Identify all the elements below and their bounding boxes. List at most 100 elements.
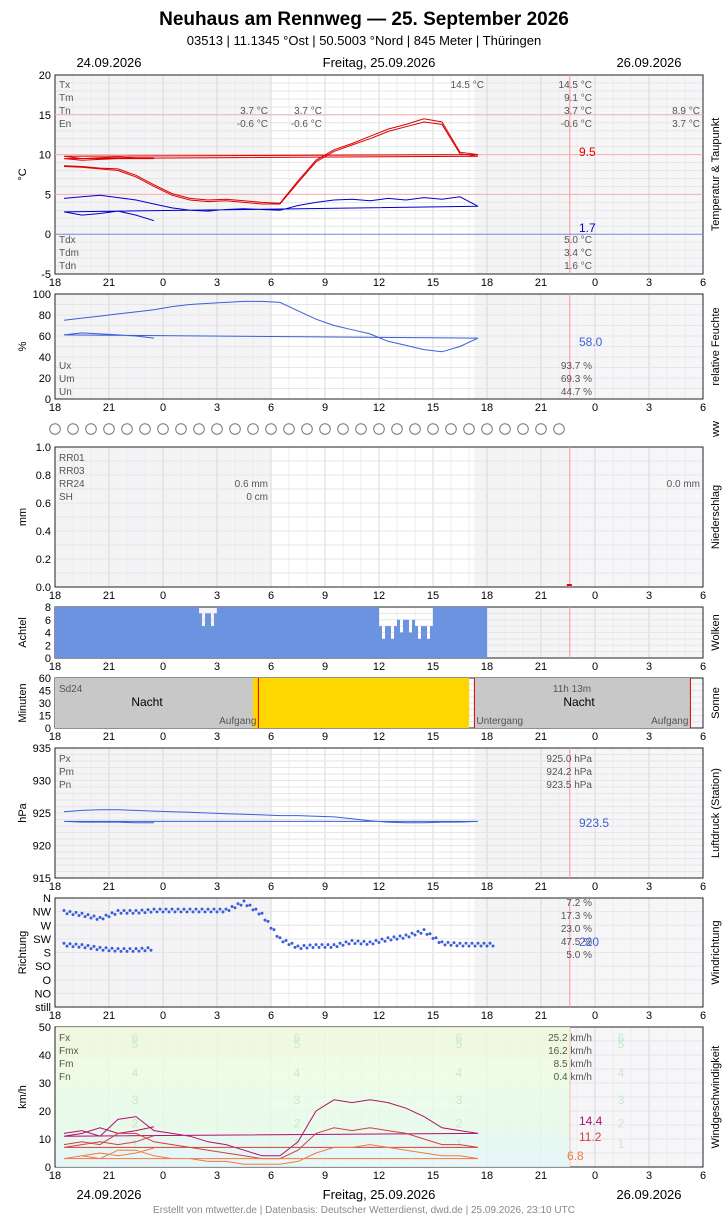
wind-direction-point bbox=[209, 910, 213, 914]
precipitation-xtick-label: 6 bbox=[268, 590, 274, 602]
cloud-bar bbox=[481, 607, 484, 658]
sunshine-xtick-label: 18 bbox=[49, 731, 61, 743]
pressure-ytick-label: 920 bbox=[33, 841, 51, 853]
wind_speed-xtick-label: 3 bbox=[646, 1170, 652, 1182]
cloud-bar bbox=[235, 607, 238, 658]
wind_speed-ytick-label: 30 bbox=[39, 1078, 51, 1090]
clouds-ylabel: Achtel bbox=[17, 617, 29, 648]
temperature-xtick-label: 9 bbox=[322, 277, 328, 289]
wind_direction-xtick-label: 15 bbox=[427, 1010, 439, 1022]
wind-direction-point bbox=[431, 936, 435, 940]
cloud-bar bbox=[184, 607, 187, 658]
clouds-xtick-label: 18 bbox=[49, 661, 61, 673]
temperature-xtick-label: 21 bbox=[103, 277, 115, 289]
wind-direction-point bbox=[113, 949, 117, 953]
humidity-xtick-label: 0 bbox=[160, 402, 166, 414]
cloud-bar bbox=[91, 607, 94, 658]
temperature-xtick-label: 6 bbox=[700, 277, 706, 289]
cloud-bar bbox=[262, 607, 265, 658]
humidity-xtick-label: 3 bbox=[646, 402, 652, 414]
cloud-bar bbox=[208, 613, 211, 658]
wind_speed-xtick-label: 12 bbox=[373, 1170, 385, 1182]
pressure-ytick-label: 930 bbox=[33, 776, 51, 788]
temperature-stat-label: En bbox=[59, 119, 71, 130]
wind-direction-point bbox=[371, 942, 375, 946]
pressure-stat-value: 925.0 hPa bbox=[546, 754, 592, 765]
cloud-bar bbox=[244, 607, 247, 658]
ww-symbol bbox=[283, 423, 295, 435]
ww-symbol bbox=[85, 423, 97, 435]
wind-beaufort-label: 4 bbox=[132, 1066, 139, 1080]
sunshine-ytick-label: 15 bbox=[39, 711, 51, 723]
cloud-bar bbox=[295, 607, 298, 658]
ww-symbol bbox=[553, 423, 565, 435]
wind-direction-point bbox=[134, 947, 138, 951]
precipitation-stat-label: RR24 bbox=[59, 479, 85, 490]
wind-direction-point bbox=[194, 907, 198, 911]
cloud-bar bbox=[361, 607, 364, 658]
cloud-bar bbox=[196, 607, 199, 658]
clouds-xtick-label: 15 bbox=[427, 661, 439, 673]
cloud-bar bbox=[115, 607, 118, 658]
wind-beaufort-label: 5 bbox=[456, 1037, 463, 1051]
wind-direction-point bbox=[380, 937, 384, 941]
wind_direction-xtick-label: 6 bbox=[268, 1010, 274, 1022]
cloud-bar bbox=[229, 607, 232, 658]
humidity-last-value: 58.0 bbox=[579, 335, 603, 349]
wind-direction-stat-value: 7.2 % bbox=[566, 898, 592, 909]
pressure-xtick-label: 21 bbox=[103, 881, 115, 893]
temperature-xtick-label: 0 bbox=[592, 277, 598, 289]
cloud-bar bbox=[133, 607, 136, 658]
pressure-ytick-label: 915 bbox=[33, 873, 51, 885]
cloud-bar bbox=[265, 607, 268, 658]
wind-beaufort-label: 4 bbox=[618, 1066, 625, 1080]
humidity-xtick-label: 6 bbox=[700, 402, 706, 414]
sunshine-sunset-label: Untergang bbox=[476, 716, 523, 727]
wind-direction-point bbox=[89, 916, 93, 920]
cloud-bar bbox=[358, 607, 361, 658]
wind-direction-point bbox=[374, 939, 378, 943]
wind_direction-xtick-label: 21 bbox=[535, 1010, 547, 1022]
wind-series-fm bbox=[63, 1127, 479, 1160]
wind-direction-point bbox=[86, 944, 90, 948]
cloud-bar bbox=[415, 626, 418, 658]
sunshine-ytick-label: 60 bbox=[39, 673, 51, 685]
temperature-xtick-label: 6 bbox=[268, 277, 274, 289]
wind_speed-xtick-label: 18 bbox=[49, 1170, 61, 1182]
cloud-bar bbox=[157, 607, 160, 658]
cloud-bar bbox=[139, 607, 142, 658]
temperature-stat-tn-1: 3.7 °C bbox=[240, 106, 268, 117]
cloud-bar bbox=[172, 607, 175, 658]
temperature-xtick-label: 12 bbox=[373, 277, 385, 289]
cloud-bar bbox=[376, 607, 379, 658]
wind-direction-point bbox=[344, 940, 348, 944]
wind_speed-xtick-label: 15 bbox=[427, 1170, 439, 1182]
clouds-ytick-label: 4 bbox=[45, 628, 51, 640]
cloud-bar bbox=[130, 607, 133, 658]
wind_speed-ytick-label: 50 bbox=[39, 1022, 51, 1034]
wind-direction-point bbox=[452, 941, 456, 945]
date-right-bottom: 26.09.2026 bbox=[616, 1187, 681, 1202]
wind-direction-point bbox=[257, 912, 261, 916]
cloud-bar bbox=[322, 607, 325, 658]
precipitation-ytick-label: 0.2 bbox=[36, 554, 51, 566]
pressure-ytick-label: 925 bbox=[33, 808, 51, 820]
cloud-bar bbox=[388, 626, 391, 658]
wind-direction-point bbox=[197, 910, 201, 914]
sunshine-night-label-1: Nacht bbox=[131, 695, 163, 709]
wind-direction-point bbox=[251, 908, 255, 912]
wind-direction-category-label: NO bbox=[35, 988, 52, 1000]
humidity-stat-label: Un bbox=[59, 387, 72, 398]
wind-beaufort-label: 1 bbox=[132, 1137, 139, 1151]
pressure-xtick-label: 3 bbox=[646, 881, 652, 893]
cloud-bar bbox=[325, 607, 328, 658]
wind-direction-point bbox=[383, 939, 387, 943]
pressure-stat-label: Pm bbox=[59, 767, 74, 778]
wind-direction-point bbox=[113, 912, 117, 916]
precipitation-ytick-label: 0.0 bbox=[36, 582, 51, 594]
cloud-bar bbox=[337, 607, 340, 658]
wind-beaufort-label: 1 bbox=[456, 1137, 463, 1151]
wind-direction-point bbox=[290, 941, 294, 945]
wind-direction-point bbox=[101, 917, 105, 921]
humidity-stat-label: Um bbox=[59, 374, 75, 385]
